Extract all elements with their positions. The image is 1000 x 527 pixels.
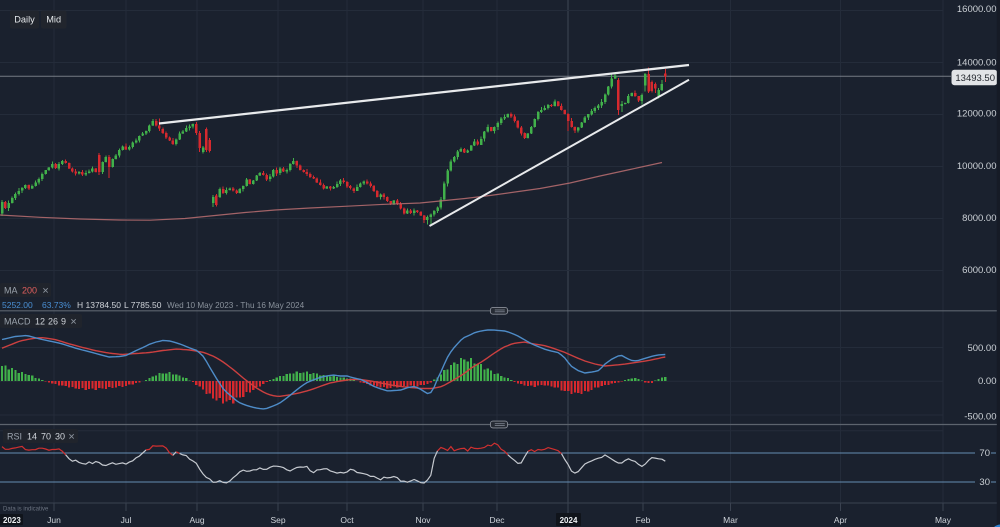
- svg-text:Daily: Daily: [14, 15, 35, 25]
- svg-text:Apr: Apr: [834, 515, 847, 525]
- svg-text:Wed 10 May 2023 - Thu 16 May 2: Wed 10 May 2023 - Thu 16 May 2024: [167, 301, 305, 310]
- svg-text:14000.00: 14000.00: [957, 58, 997, 69]
- svg-text:9: 9: [61, 317, 66, 327]
- svg-text:MA: MA: [4, 286, 18, 296]
- svg-text:Sep: Sep: [270, 515, 285, 525]
- svg-text:RSI: RSI: [7, 432, 22, 442]
- svg-text:Mar: Mar: [723, 515, 738, 525]
- svg-text:Jun: Jun: [47, 515, 61, 525]
- svg-text:10000.00: 10000.00: [957, 161, 997, 172]
- svg-text:26: 26: [48, 317, 58, 327]
- svg-text:✕: ✕: [68, 432, 75, 442]
- svg-text:14: 14: [27, 432, 37, 442]
- svg-text:2024: 2024: [560, 516, 578, 525]
- svg-text:13493.50: 13493.50: [955, 73, 995, 84]
- svg-text:30: 30: [55, 432, 65, 442]
- svg-text:Oct: Oct: [340, 515, 354, 525]
- svg-text:8000.00: 8000.00: [962, 213, 996, 224]
- svg-text:✕: ✕: [42, 286, 49, 296]
- svg-text:MACD: MACD: [4, 317, 31, 327]
- svg-text:12: 12: [35, 317, 45, 327]
- svg-text:Feb: Feb: [636, 515, 651, 525]
- svg-text:Nov: Nov: [415, 515, 431, 525]
- svg-text:12000.00: 12000.00: [957, 109, 997, 120]
- svg-text:✕: ✕: [70, 317, 77, 327]
- svg-text:6000.00: 6000.00: [962, 265, 996, 276]
- svg-text:L 7785.50: L 7785.50: [124, 300, 162, 310]
- svg-text:-500.00: -500.00: [964, 412, 996, 423]
- svg-text:200: 200: [22, 286, 37, 296]
- svg-text:30: 30: [979, 477, 990, 488]
- svg-text:16000.00: 16000.00: [957, 4, 997, 15]
- svg-text:0.00: 0.00: [978, 376, 997, 387]
- svg-text:Aug: Aug: [189, 515, 204, 525]
- svg-text:2023: 2023: [3, 516, 21, 525]
- svg-text:5252.00: 5252.00: [2, 300, 33, 310]
- svg-text:Mid: Mid: [46, 15, 61, 25]
- svg-text:Dec: Dec: [489, 515, 505, 525]
- svg-text:Data is indicative: Data is indicative: [3, 507, 49, 513]
- svg-text:Jul: Jul: [121, 515, 132, 525]
- svg-text:H 13784.50: H 13784.50: [77, 300, 121, 310]
- svg-text:May: May: [935, 515, 952, 525]
- svg-text:63.73%: 63.73%: [42, 300, 71, 310]
- svg-text:70: 70: [41, 432, 51, 442]
- svg-text:500.00: 500.00: [967, 343, 996, 354]
- svg-text:70: 70: [979, 448, 990, 459]
